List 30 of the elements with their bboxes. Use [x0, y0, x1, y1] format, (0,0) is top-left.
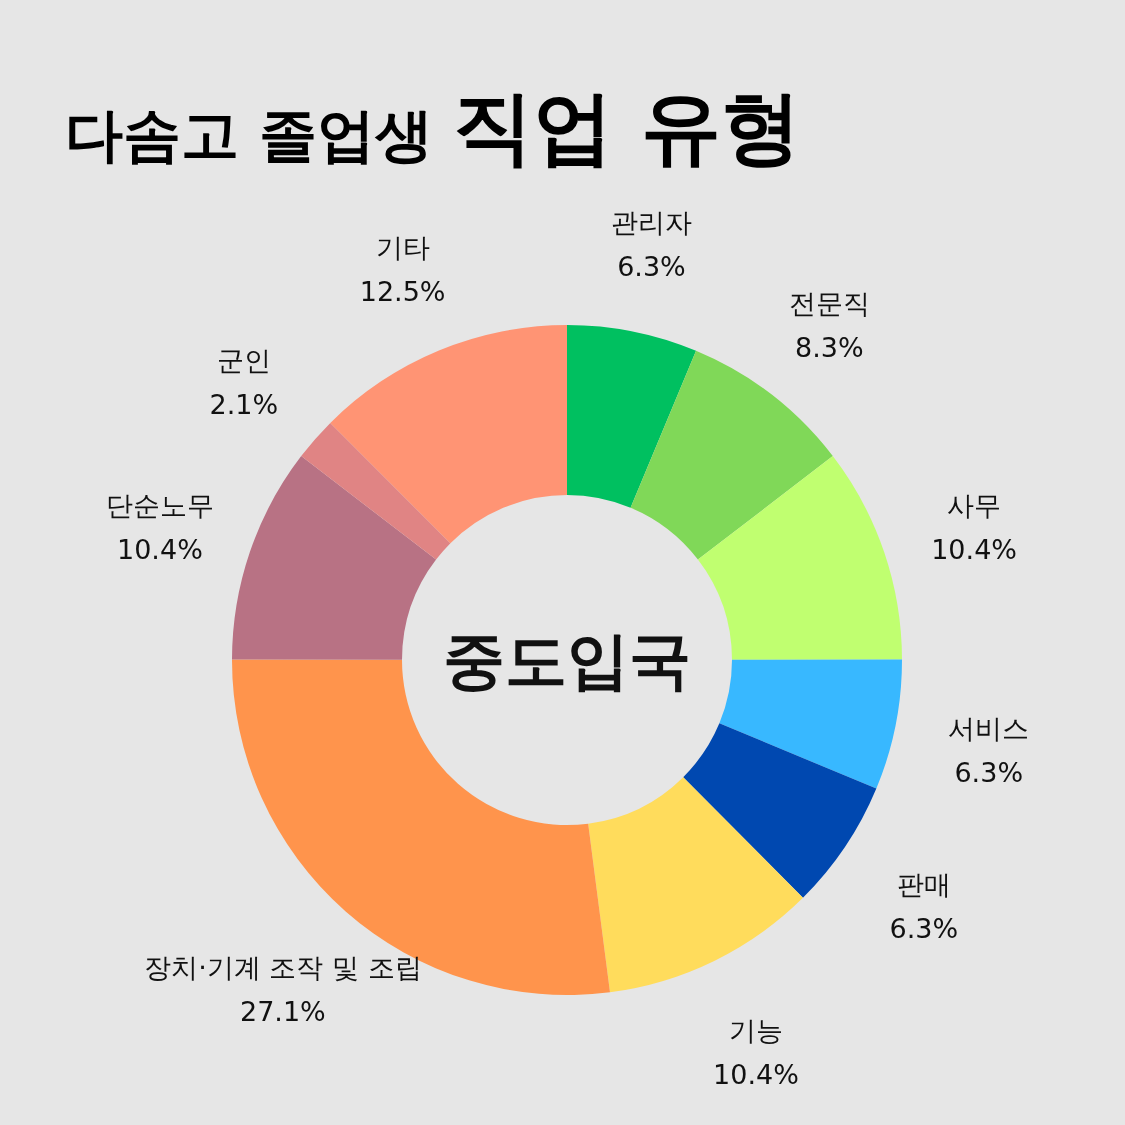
data-label: 2.1% [209, 389, 279, 421]
slice-label: 전문직 [788, 288, 870, 320]
donut-slice [330, 325, 567, 544]
data-label: 10.4% [713, 1059, 799, 1091]
data-label: 6.3% [617, 251, 686, 283]
slice-label: 사무 [947, 490, 1002, 522]
donut-slice [588, 777, 803, 993]
slice-label: 군인 [216, 345, 271, 377]
data-label: 27.1% [239, 995, 326, 1027]
text: 중도입국 [443, 624, 691, 697]
donut-slice [567, 325, 697, 508]
slice-label: 관리자 [610, 207, 692, 239]
donut-slice [719, 659, 902, 789]
donut-slice [697, 456, 902, 660]
slice-label: 기타 [375, 231, 430, 263]
data-label: 10.4% [117, 534, 203, 566]
data-label: 6.3% [954, 756, 1024, 788]
data-label: 6.3% [889, 912, 959, 944]
slice-label: 단순노무 [105, 490, 214, 522]
data-label: 12.5% [359, 275, 446, 307]
data-label: 8.3% [794, 332, 864, 364]
slice-label: 기능 [729, 1015, 783, 1047]
donut-slice [232, 456, 437, 660]
chart-title: 다솜고 졸업생 직업 유형 [65, 81, 802, 174]
donut-slice [683, 723, 877, 898]
data-label: 10.4% [931, 534, 1017, 566]
slice-label: 판매 [896, 868, 951, 900]
slice-label: 서비스 [948, 712, 1030, 744]
slice-label: 장치·기계 조작 및 조립 [144, 951, 422, 983]
donut-slice [301, 422, 451, 560]
